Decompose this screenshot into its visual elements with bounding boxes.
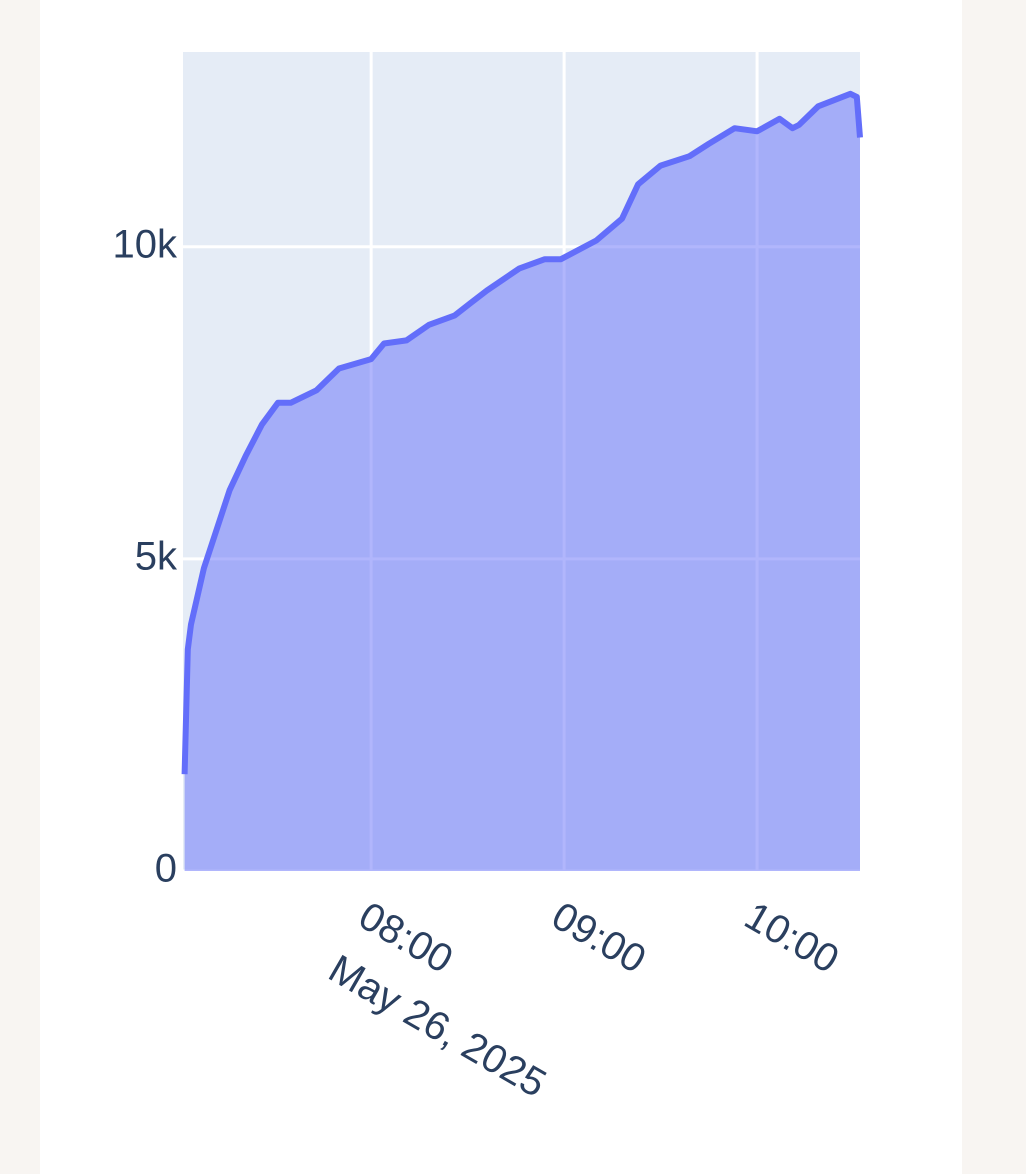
area-fill [184, 93, 861, 872]
y-tick-label: 10k [113, 222, 178, 266]
y-tick-label: 0 [155, 847, 177, 891]
y-tick-label: 5k [135, 534, 178, 578]
area-line [181, 90, 863, 775]
